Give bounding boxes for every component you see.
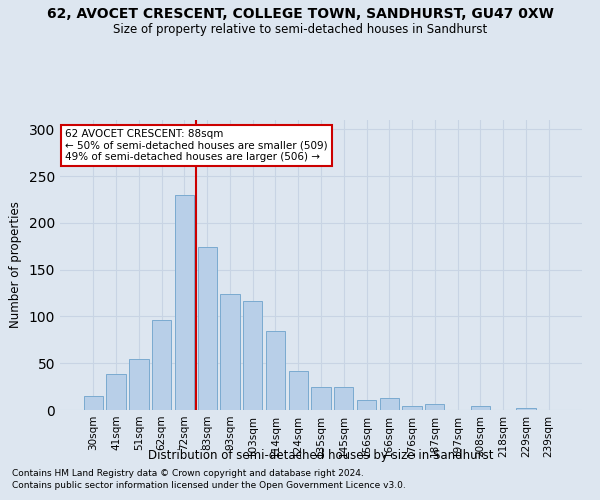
Bar — [220, 294, 239, 410]
Bar — [380, 398, 399, 410]
Bar — [311, 386, 331, 410]
Bar — [152, 320, 172, 410]
Bar — [243, 300, 262, 410]
Bar — [266, 332, 285, 410]
Text: 62, AVOCET CRESCENT, COLLEGE TOWN, SANDHURST, GU47 0XW: 62, AVOCET CRESCENT, COLLEGE TOWN, SANDH… — [47, 8, 553, 22]
Text: Contains public sector information licensed under the Open Government Licence v3: Contains public sector information licen… — [12, 481, 406, 490]
Y-axis label: Number of properties: Number of properties — [9, 202, 22, 328]
Bar — [84, 396, 103, 410]
Bar — [197, 247, 217, 410]
Bar — [129, 360, 149, 410]
Bar — [425, 404, 445, 410]
Bar — [403, 406, 422, 410]
Text: Size of property relative to semi-detached houses in Sandhurst: Size of property relative to semi-detach… — [113, 22, 487, 36]
Bar — [334, 386, 353, 410]
Bar — [470, 406, 490, 410]
Bar — [106, 374, 126, 410]
Text: Contains HM Land Registry data © Crown copyright and database right 2024.: Contains HM Land Registry data © Crown c… — [12, 468, 364, 477]
Text: Distribution of semi-detached houses by size in Sandhurst: Distribution of semi-detached houses by … — [148, 448, 494, 462]
Bar — [289, 370, 308, 410]
Bar — [516, 408, 536, 410]
Bar — [175, 195, 194, 410]
Text: 62 AVOCET CRESCENT: 88sqm
← 50% of semi-detached houses are smaller (509)
49% of: 62 AVOCET CRESCENT: 88sqm ← 50% of semi-… — [65, 128, 328, 162]
Bar — [357, 400, 376, 410]
